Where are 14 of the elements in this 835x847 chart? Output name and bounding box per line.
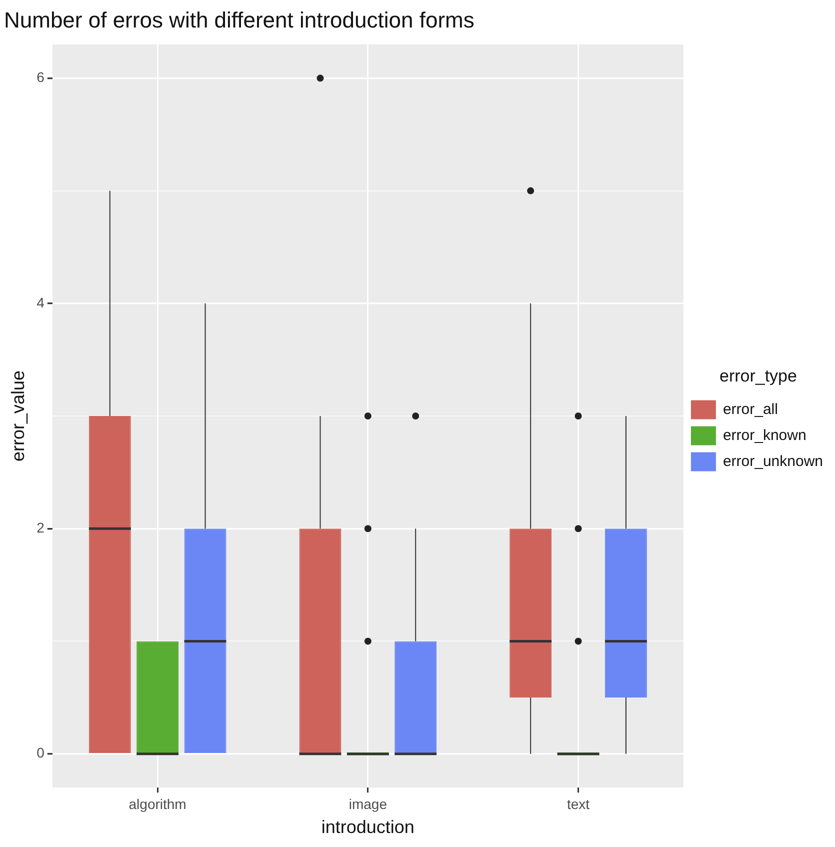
y-tick-label: 6 <box>36 69 45 86</box>
x-tick-label: image <box>348 796 388 812</box>
legend-label: error_all <box>722 400 778 418</box>
legend-label: error_known <box>722 426 806 444</box>
y-tick-label: 4 <box>36 294 45 310</box>
legend-title: error_type <box>719 366 797 386</box>
y-axis-title: error_value <box>8 370 28 462</box>
x-axis-title: introduction <box>321 817 414 838</box>
x-tick-label: algorithm <box>128 796 186 812</box>
y-tick-label: 0 <box>36 744 45 761</box>
legend-label: error_unknown <box>722 452 824 470</box>
chart-title: Number of erros with different introduction forms <box>4 7 474 32</box>
y-tick-label: 2 <box>36 519 45 536</box>
x-tick-label: text <box>566 796 590 812</box>
